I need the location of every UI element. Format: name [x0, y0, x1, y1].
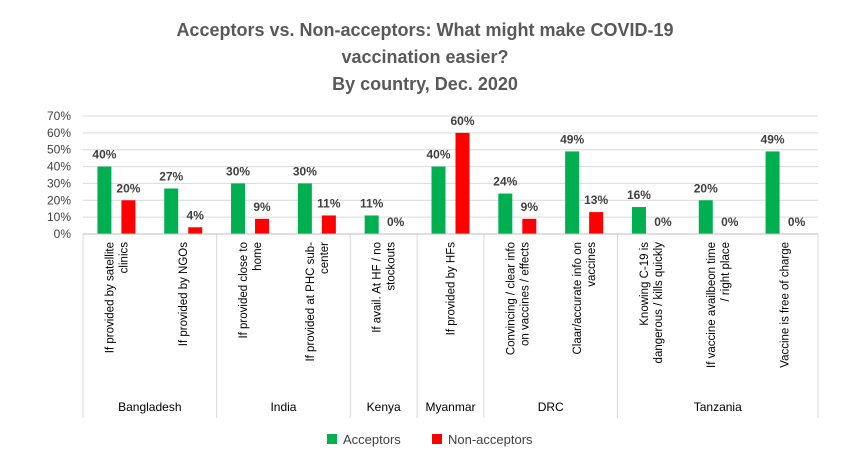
- category-label: Knowing C-19 is: [639, 242, 651, 326]
- data-label-acceptors: 30%: [226, 164, 250, 178]
- data-label-acceptors: 11%: [360, 196, 384, 210]
- data-label-acceptors: 20%: [694, 181, 718, 195]
- category-label: If provided by NGOs: [178, 242, 190, 346]
- category-label: If provided at PHC sub-: [305, 242, 317, 362]
- data-label-acceptors: 49%: [560, 132, 584, 146]
- y-tick-label: 70%: [47, 109, 71, 123]
- bar-non-acceptors: [522, 218, 537, 234]
- bar-acceptors: [765, 151, 780, 234]
- category-label: If vaccine availbeon time: [706, 242, 718, 368]
- bar-non-acceptors: [589, 212, 604, 234]
- y-tick-label: 10%: [47, 210, 71, 224]
- data-label-non-acceptors: 0%: [654, 215, 672, 229]
- category-label: center: [319, 242, 331, 274]
- legend-swatch-acceptors: [327, 434, 337, 444]
- data-label-acceptors: 16%: [627, 188, 651, 202]
- data-label-non-acceptors: 13%: [584, 193, 608, 207]
- data-label-non-acceptors: 20%: [116, 181, 140, 195]
- data-label-non-acceptors: 9%: [521, 200, 539, 214]
- chart-title-line-2: vaccination easier?: [341, 47, 509, 67]
- category-label: on vaccines / effects: [519, 242, 531, 346]
- chart-title-line-1: Acceptors vs. Non-acceptors: What might …: [176, 20, 674, 40]
- legend-label-non-acceptors: Non-acceptors: [448, 432, 533, 447]
- bar-acceptors: [431, 166, 446, 234]
- legend-swatch-non-acceptors: [432, 434, 442, 444]
- y-tick-label: 40%: [47, 160, 71, 174]
- category-label: / right place: [720, 242, 732, 301]
- bar-acceptors: [97, 166, 112, 234]
- data-label-non-acceptors: 4%: [187, 208, 205, 222]
- category-label: stockouts: [386, 242, 398, 291]
- country-label: India: [270, 400, 296, 414]
- category-label: If provided by HFs: [446, 242, 458, 336]
- legend-label-acceptors: Acceptors: [343, 432, 401, 447]
- y-tick-label: 60%: [47, 126, 71, 140]
- category-label: If avail. At HF / no: [372, 242, 384, 333]
- bar-non-acceptors: [188, 227, 203, 234]
- category-label: Vaccine is free of charge: [780, 242, 792, 368]
- bar-acceptors: [297, 183, 312, 234]
- bar-acceptors: [364, 215, 379, 234]
- bar-acceptors: [164, 188, 179, 234]
- data-label-acceptors: 40%: [426, 148, 450, 162]
- category-label: home: [252, 242, 264, 271]
- data-label-acceptors: 49%: [761, 132, 785, 146]
- chart-title-line-3: By country, Dec. 2020: [332, 74, 518, 94]
- data-label-non-acceptors: 0%: [387, 215, 405, 229]
- data-label-acceptors: 24%: [493, 175, 517, 189]
- data-label-acceptors: 40%: [92, 148, 116, 162]
- data-label-acceptors: 30%: [293, 164, 317, 178]
- y-tick-label: 20%: [47, 193, 71, 207]
- category-label: Convincing / clear info: [505, 242, 517, 355]
- y-tick-label: 0%: [54, 227, 72, 241]
- bar-non-acceptors: [321, 215, 336, 234]
- category-label: If provided by satellite: [104, 242, 116, 353]
- data-label-non-acceptors: 60%: [450, 114, 474, 128]
- category-label: dangerous / kills quickly: [653, 242, 665, 364]
- bar-acceptors: [698, 200, 713, 234]
- bar-acceptors: [631, 207, 646, 234]
- category-label: vaccines: [586, 242, 598, 287]
- country-label: Bangladesh: [118, 400, 181, 414]
- country-label: Myanmar: [425, 400, 475, 414]
- bar-non-acceptors: [455, 132, 470, 234]
- bar-non-acceptors: [121, 200, 136, 234]
- bar-acceptors: [231, 183, 246, 234]
- category-label: clinics: [118, 242, 130, 274]
- country-label: Kenya: [367, 400, 401, 414]
- bar-acceptors: [498, 193, 513, 234]
- country-label: DRC: [538, 400, 564, 414]
- data-label-non-acceptors: 11%: [317, 196, 341, 210]
- data-label-non-acceptors: 0%: [788, 215, 806, 229]
- category-label: Claar/accurate info on: [572, 242, 584, 355]
- bar-acceptors: [565, 151, 580, 234]
- data-label-non-acceptors: 0%: [721, 215, 739, 229]
- y-tick-label: 50%: [47, 143, 71, 157]
- data-label-acceptors: 27%: [159, 169, 183, 183]
- y-tick-label: 30%: [47, 176, 71, 190]
- category-label: If provided close to: [238, 242, 250, 339]
- data-label-non-acceptors: 9%: [253, 200, 271, 214]
- bar-non-acceptors: [255, 218, 270, 234]
- country-label: Tanzania: [694, 400, 742, 414]
